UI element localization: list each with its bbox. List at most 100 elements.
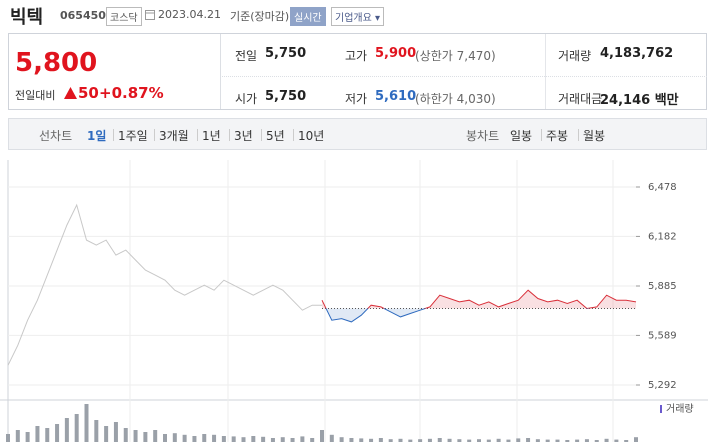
volume-bar bbox=[496, 438, 501, 442]
volume-bar bbox=[15, 430, 20, 442]
volume-bar bbox=[6, 434, 10, 442]
period-tab[interactable]: 1주일 bbox=[118, 129, 148, 143]
volume-bar bbox=[604, 438, 609, 442]
volume-bar bbox=[457, 439, 462, 442]
stat-label: 시가 bbox=[235, 92, 258, 106]
period-tab[interactable]: 3년 bbox=[234, 129, 253, 143]
volume-bar bbox=[300, 436, 305, 442]
volume-bar bbox=[221, 436, 226, 442]
volume-bar bbox=[359, 438, 364, 442]
volume-bar bbox=[526, 438, 531, 442]
stat-value: 5,750 bbox=[265, 89, 307, 104]
candle-chart-label: 봉차트 bbox=[466, 129, 500, 143]
area-below bbox=[322, 308, 636, 322]
change: 50 bbox=[78, 84, 99, 102]
quote-box: 5,800 전일대비 50 +0.87% bbox=[8, 33, 707, 110]
period-tab[interactable]: 3개월 bbox=[159, 129, 189, 143]
volume-bar bbox=[35, 426, 40, 442]
volume-bar bbox=[290, 438, 295, 442]
stat-label: 거래대금 bbox=[558, 92, 603, 106]
period-tab[interactable]: 1일 bbox=[87, 129, 107, 143]
up-arrow bbox=[64, 87, 77, 99]
volume-bar bbox=[467, 439, 472, 442]
volume-bar bbox=[172, 433, 177, 442]
stat-note: (상한가 7,470) bbox=[415, 49, 496, 63]
volume-bar bbox=[506, 439, 511, 442]
current-price: 5,800 bbox=[15, 48, 98, 78]
candle-tab[interactable]: 주봉 bbox=[546, 129, 569, 143]
volume-bar bbox=[634, 437, 638, 442]
volume-bar bbox=[447, 438, 452, 442]
volume-bar bbox=[418, 439, 423, 442]
volume-bar bbox=[182, 434, 187, 442]
divider bbox=[220, 34, 221, 109]
price-line bbox=[7, 203, 322, 366]
volume-bar bbox=[624, 440, 629, 442]
change-label: 전일대비 bbox=[15, 89, 56, 102]
stat-value: 5,900 bbox=[375, 46, 417, 61]
volume-bar bbox=[575, 439, 580, 442]
stock-name: 빅텍 bbox=[10, 7, 44, 28]
volume-bar bbox=[192, 436, 197, 442]
volume-bar bbox=[270, 438, 275, 442]
volume-bar bbox=[163, 434, 167, 442]
divider bbox=[545, 34, 546, 109]
volume-bar bbox=[143, 432, 148, 442]
price-line-up bbox=[321, 289, 637, 309]
volume-bar bbox=[408, 439, 413, 442]
volume-bar bbox=[378, 438, 383, 442]
volume-bar bbox=[516, 438, 521, 442]
volume-bar bbox=[84, 404, 89, 442]
volume-bar bbox=[94, 420, 99, 442]
period-tab[interactable]: 5년 bbox=[266, 129, 285, 143]
tab-separator bbox=[197, 129, 198, 141]
y-tick-label: 6,182 bbox=[648, 231, 677, 242]
chart-tabs: 선차트 봉차트 1일 1주일 3개월 1년 3년 5년 10년 일봉 주봉 월봉 bbox=[8, 118, 707, 150]
volume-bar bbox=[349, 438, 354, 442]
volume-bar bbox=[565, 440, 570, 442]
stock-code: 065450 bbox=[60, 9, 106, 22]
calendar-icon bbox=[145, 10, 155, 20]
tab-separator bbox=[154, 129, 155, 141]
volume-bar bbox=[555, 439, 560, 442]
volume-bar bbox=[104, 426, 109, 442]
company-button[interactable]: 기업개요 ▾ bbox=[331, 7, 385, 26]
realtime-badge[interactable]: 실시간 bbox=[290, 7, 326, 26]
company-button-text[interactable]: 기업개요 bbox=[335, 13, 372, 24]
area-above bbox=[322, 290, 636, 309]
volume-bar bbox=[545, 439, 550, 442]
volume-bar bbox=[486, 439, 491, 442]
volume-legend-swatch bbox=[660, 405, 662, 413]
volume-bar bbox=[427, 438, 432, 442]
tab-separator bbox=[541, 129, 542, 141]
volume-bar bbox=[310, 438, 315, 442]
period-tab[interactable]: 10년 bbox=[298, 129, 325, 143]
volume-bar bbox=[25, 432, 30, 442]
candle-tab[interactable]: 월봉 bbox=[583, 129, 606, 143]
line-chart-label: 선차트 bbox=[39, 129, 73, 143]
volume-bar bbox=[231, 436, 236, 442]
volume-bar bbox=[113, 422, 118, 442]
volume-bar bbox=[369, 438, 374, 442]
volume-bar bbox=[280, 437, 285, 442]
stat-note: (하한가 4,030) bbox=[415, 92, 496, 106]
y-tick-label: 5,885 bbox=[648, 281, 677, 292]
volume-bar bbox=[339, 437, 344, 442]
volume-bar bbox=[614, 439, 619, 442]
y-tick-label: 6,478 bbox=[648, 182, 677, 193]
volume-bar bbox=[55, 424, 60, 442]
tab-separator bbox=[293, 129, 294, 141]
volume-bar bbox=[594, 440, 599, 442]
tab-separator bbox=[578, 129, 579, 141]
basis: 기준(장마감) bbox=[230, 10, 290, 23]
volume-bar bbox=[202, 434, 207, 442]
period-tab[interactable]: 1년 bbox=[202, 129, 221, 143]
row-divider bbox=[220, 76, 707, 77]
volume-bar bbox=[535, 439, 540, 442]
date: 2023.04.21 bbox=[158, 8, 221, 21]
volume-bar bbox=[398, 438, 403, 442]
stat-label: 거래량 bbox=[558, 49, 592, 63]
volume-bar bbox=[212, 434, 217, 442]
candle-tab[interactable]: 일봉 bbox=[510, 129, 533, 143]
